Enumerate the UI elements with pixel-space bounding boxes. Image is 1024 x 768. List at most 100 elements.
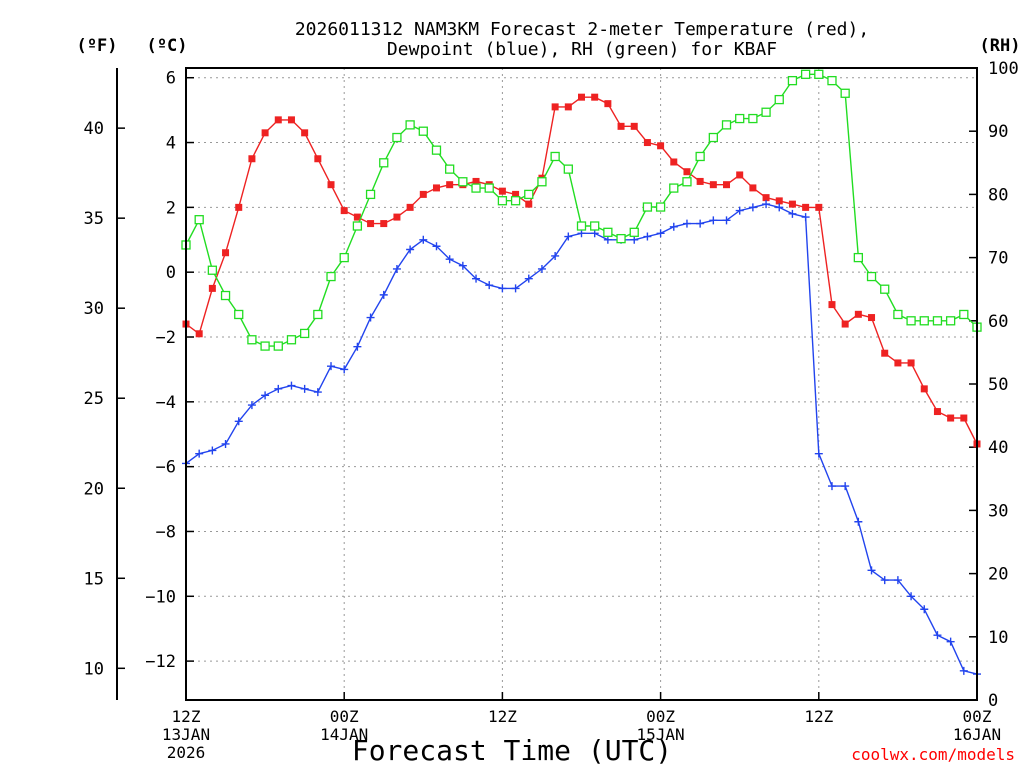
rh-point [471,183,481,193]
x-tick-label: 2026 [167,743,206,762]
temperature-point [564,103,572,111]
celsius-tick-label: 4 [166,134,176,154]
rh-unit-label: (RH) [980,36,1021,56]
rh-point [326,271,336,282]
rh-point [550,151,560,162]
temperature-point [736,171,744,179]
rh-point [748,113,758,124]
dewpoint-point [656,229,665,238]
rh-point [379,158,389,168]
dewpoint-point [406,245,415,254]
dewpoint-point [195,449,204,458]
rh-point [774,94,784,105]
celsius-axis-ticks: 6 4 2 0 −2 −4 −6 −8 −10 −12 [145,69,194,672]
rh-point [431,145,442,155]
temperature-point [591,93,599,101]
dewpoint-point [208,446,217,455]
temperature-point [393,213,401,221]
rh-point [194,215,204,225]
dewpoint-point [722,216,731,225]
rh-point [392,132,402,143]
temperature-point [432,184,440,192]
dewpoint-point [748,203,757,212]
dewpoint-point [814,449,823,458]
rh-point [787,75,798,86]
dewpoint-point [775,203,784,212]
rh-point [260,341,270,351]
temperature-point [380,220,388,228]
rh-tick-label: 100 [988,59,1019,79]
temperature-point [340,207,348,215]
temperature-point [472,177,480,185]
dewpoint-point [867,566,876,575]
temperature-point [709,181,717,189]
x-tick-label: 00Z [963,707,992,726]
chart-title: 2026011312 NAM3KM Forecast 2-meter Tempe… [295,19,869,60]
temperature-point [854,310,862,318]
dewpoint-point [445,255,454,264]
title-line-1: 2026011312 NAM3KM Forecast 2-meter Tempe… [295,19,869,40]
rh-point [537,177,547,187]
fahrenheit-tick-label: 25 [84,389,104,409]
temperature-point [723,181,731,189]
dewpoint-point [920,605,929,614]
temperature-point [696,177,704,185]
dewpoint-point [221,439,230,448]
rh-point [405,120,415,130]
dewpoint-series-line [185,203,978,675]
temperature-point [630,122,638,130]
dewpoint-point [353,342,362,351]
x-tick-label: 12Z [488,707,517,726]
rh-tick-label: 10 [988,628,1008,648]
rh-point [814,69,824,79]
fahrenheit-tick-label: 35 [84,209,104,229]
celsius-tick-label: 2 [166,198,176,218]
rh-point [247,335,257,345]
rh-point [286,335,297,345]
rh-tick-label: 70 [988,249,1008,269]
plot-frame [185,67,978,701]
temperature-point [907,359,915,367]
rh-point [220,290,231,301]
temperature-point [643,139,651,147]
rh-point [563,164,573,174]
rh-tick-label: 30 [988,501,1008,521]
dewpoint-point [551,251,560,260]
rh-point [682,177,692,187]
series-layer [181,69,982,679]
rh-point [524,189,534,200]
dewpoint-point [472,274,481,283]
rh-tick-label: 80 [988,185,1008,205]
rh-point [497,196,508,206]
rh-point [352,221,363,231]
dewpoint-point [827,482,836,491]
celsius-unit-label: (ºC) [147,36,188,56]
temperature-point [235,203,243,211]
dewpoint-point [287,381,296,390]
rh-point [484,183,494,193]
temperature-point [749,184,757,192]
celsius-tick-label: −2 [156,328,176,348]
gridlines [186,68,977,700]
temperature-point [828,301,836,309]
dewpoint-point [669,222,678,231]
x-tick-label: 13JAN [162,725,210,744]
rh-point [761,107,771,117]
dewpoint-point [379,290,388,299]
dewpoint-point [735,206,744,215]
celsius-tick-label: −10 [145,587,176,607]
temperature-point [446,181,454,189]
dewpoint-point [801,213,810,222]
temperature-point [881,349,889,357]
rh-point [708,132,718,143]
temperature-point [498,187,506,195]
rh-point [603,227,613,237]
rh-tick-label: 40 [988,438,1008,458]
temperature-point [947,414,955,422]
dewpoint-point [933,631,942,640]
rh-point [853,252,863,263]
rh-tick-label: 20 [988,565,1008,585]
rh-point [313,309,323,320]
dewpoint-point [366,313,375,322]
rh-point [339,252,349,263]
